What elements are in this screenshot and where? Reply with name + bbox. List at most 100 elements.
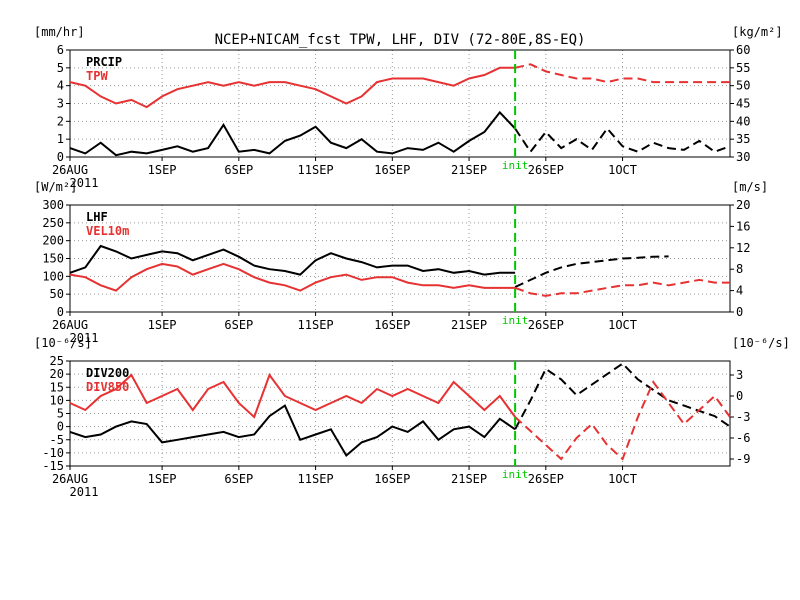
left-tick-label: 25 xyxy=(50,354,64,368)
legend-div850: DIV850 xyxy=(86,380,129,394)
right-tick-label: 12 xyxy=(736,241,750,255)
forecast-line-vel10m xyxy=(514,278,730,297)
right-tick-label: 55 xyxy=(736,61,750,75)
right-tick-label: 0 xyxy=(736,389,743,403)
right-axis-unit: [kg/m²] xyxy=(732,25,783,39)
x-tick-label: 1SEP xyxy=(148,318,177,332)
forecast-line-prcip xyxy=(514,126,731,154)
x-year-label: 2011 xyxy=(70,331,99,345)
left-tick-label: 0 xyxy=(57,305,64,319)
left-tick-label: 250 xyxy=(42,216,64,230)
left-axis-unit: [10⁻⁶/s] xyxy=(34,336,92,350)
x-tick-label: 21SEP xyxy=(451,318,487,332)
legend-vel10m: VEL10m xyxy=(86,224,129,238)
x-tick-label: 11SEP xyxy=(298,318,334,332)
plot-frame xyxy=(69,49,731,158)
left-tick-label: -15 xyxy=(42,459,64,473)
right-tick-label: 50 xyxy=(736,79,750,93)
forecast-line-tpw xyxy=(514,63,730,84)
legend-tpw: TPW xyxy=(86,69,108,83)
x-year-label: 2011 xyxy=(70,176,99,190)
left-tick-label: 2 xyxy=(57,114,64,128)
x-tick-label: 11SEP xyxy=(298,472,334,486)
legend-lhf: LHF xyxy=(86,210,108,224)
left-axis-unit: [mm/hr] xyxy=(34,25,85,39)
right-tick-label: 16 xyxy=(736,219,750,233)
left-tick-label: 6 xyxy=(57,43,64,57)
left-tick-label: 0 xyxy=(57,420,64,434)
right-tick-label: 60 xyxy=(736,43,750,57)
x-tick-label: 1SEP xyxy=(148,163,177,177)
x-tick-label: 21SEP xyxy=(451,163,487,177)
right-tick-label: -6 xyxy=(736,431,750,445)
left-tick-label: 10 xyxy=(50,393,64,407)
x-tick-label: 26AUG xyxy=(52,472,88,486)
right-axis-unit: [m/s] xyxy=(732,180,768,194)
x-tick-label: 21SEP xyxy=(451,472,487,486)
left-tick-label: 5 xyxy=(57,407,64,421)
x-tick-label: 26SEP xyxy=(528,318,564,332)
panel-2 xyxy=(66,204,734,316)
right-tick-label: 40 xyxy=(736,114,750,128)
x-tick-label: 26AUG xyxy=(52,163,88,177)
right-tick-label: 45 xyxy=(736,97,750,111)
series-line-vel10m xyxy=(69,262,516,292)
left-tick-label: 0 xyxy=(57,150,64,164)
series-line-div200 xyxy=(69,404,516,458)
left-tick-label: -5 xyxy=(50,433,64,447)
left-tick-label: 15 xyxy=(50,380,64,394)
left-tick-label: 150 xyxy=(42,252,64,266)
series-line-tpw xyxy=(69,66,516,109)
legend-prcip: PRCIP xyxy=(86,55,122,69)
x-tick-label: 1OCT xyxy=(608,472,637,486)
x-tick-label: 6SEP xyxy=(224,472,253,486)
x-tick-label: 26AUG xyxy=(52,318,88,332)
left-tick-label: 3 xyxy=(57,97,64,111)
right-tick-label: 3 xyxy=(736,368,743,382)
plot-frame xyxy=(69,360,731,467)
left-axis-unit: [W/m²] xyxy=(34,180,77,194)
x-tick-label: 1OCT xyxy=(608,163,637,177)
right-tick-label: 30 xyxy=(736,150,750,164)
init-label: init xyxy=(502,314,529,327)
right-tick-label: -3 xyxy=(736,410,750,424)
chart-title: NCEP+NICAM_fcst TPW, LHF, DIV (72-80E,8S… xyxy=(215,32,586,48)
right-tick-label: 4 xyxy=(736,284,743,298)
init-label: init xyxy=(502,159,529,172)
right-tick-label: 35 xyxy=(736,132,750,146)
left-tick-label: 300 xyxy=(42,198,64,212)
right-axis-unit: [10⁻⁶/s] xyxy=(732,336,790,350)
x-tick-label: 26SEP xyxy=(528,472,564,486)
left-tick-label: 20 xyxy=(50,367,64,381)
x-tick-label: 6SEP xyxy=(224,318,253,332)
series-line-prcip xyxy=(69,110,516,157)
series-line-div850 xyxy=(69,372,516,419)
init-label: init xyxy=(502,468,529,481)
x-tick-label: 16SEP xyxy=(374,318,410,332)
forecast-line-lhf xyxy=(514,255,669,288)
x-tick-label: 11SEP xyxy=(298,163,334,177)
right-tick-label: 20 xyxy=(736,198,750,212)
left-tick-label: 5 xyxy=(57,61,64,75)
x-tick-label: 1OCT xyxy=(608,318,637,332)
x-tick-label: 1SEP xyxy=(148,472,177,486)
legend-div200: DIV200 xyxy=(86,366,129,380)
x-tick-label: 16SEP xyxy=(374,163,410,177)
panel-3 xyxy=(66,360,734,470)
right-tick-label: 0 xyxy=(736,305,743,319)
x-tick-label: 26SEP xyxy=(528,163,564,177)
left-tick-label: 1 xyxy=(57,132,64,146)
forecast-line-div850 xyxy=(514,380,731,461)
left-tick-label: 100 xyxy=(42,269,64,283)
series-line-lhf xyxy=(69,244,516,276)
x-year-label: 2011 xyxy=(70,485,99,499)
x-tick-label: 16SEP xyxy=(374,472,410,486)
left-tick-label: -10 xyxy=(42,446,64,460)
right-tick-label: -9 xyxy=(736,452,750,466)
forecast-line-div200 xyxy=(514,362,731,430)
right-tick-label: 8 xyxy=(736,262,743,276)
left-tick-label: 200 xyxy=(42,234,64,248)
panel-1 xyxy=(66,49,734,161)
